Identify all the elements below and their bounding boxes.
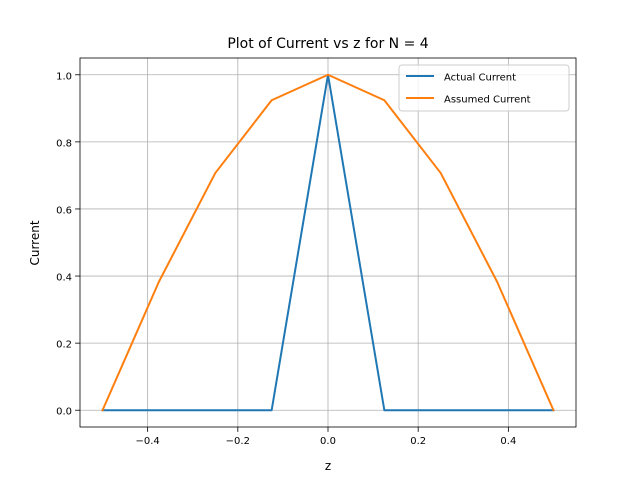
y-axis-label: Current	[28, 220, 42, 265]
y-tick-label: 0.6	[56, 205, 72, 216]
chart-title: Plot of Current vs z for N = 4	[227, 36, 428, 52]
y-tick-label: 1.0	[56, 71, 72, 82]
x-tick-label: 0.0	[320, 436, 336, 447]
axis-ticks: −0.4 −0.2 0.0 0.2 0.4 0.0 0.2 0.4 0.6 0.8 1.0	[56, 71, 516, 447]
y-tick-label: 0.4	[56, 273, 72, 284]
legend-label: Actual Current	[444, 73, 516, 84]
x-tick-label: −0.4	[135, 436, 159, 447]
x-tick-label: 0.4	[500, 436, 516, 447]
legend-frame	[398, 64, 570, 112]
legend-label: Assumed Current	[444, 95, 531, 106]
series-lines	[101, 73, 555, 412]
x-tick-label: 0.2	[410, 436, 426, 447]
x-axis-label: z	[325, 459, 331, 473]
y-tick-label: 0.8	[56, 138, 72, 149]
x-tick-label: −0.2	[226, 436, 250, 447]
legend: Actual Current Assumed Current	[398, 64, 570, 112]
y-tick-label: 0.0	[56, 407, 72, 418]
y-tick-label: 0.2	[56, 340, 72, 351]
series-line-assumed-current	[101, 73, 555, 412]
